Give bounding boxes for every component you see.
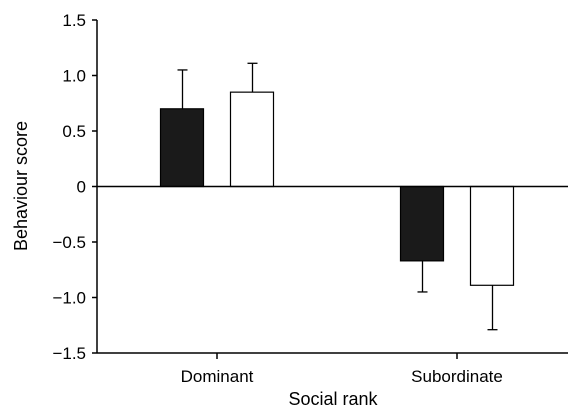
y-tick-label: −0.5 xyxy=(52,233,86,252)
bar xyxy=(399,185,445,262)
x-axis-ticks: Dominant Subordinate xyxy=(181,353,503,386)
bar xyxy=(229,91,275,188)
y-tick-label: 0 xyxy=(77,178,86,197)
y-tick-label: −1.5 xyxy=(52,344,86,363)
bar xyxy=(469,185,515,286)
y-tick-label: −1.0 xyxy=(52,289,86,308)
y-tick-label: 1.5 xyxy=(62,11,86,30)
y-tick-label: 0.5 xyxy=(62,122,86,141)
x-axis-label: Social rank xyxy=(288,389,378,409)
x-tick-label: Subordinate xyxy=(411,367,503,386)
y-axis-ticks: 1.5 1.0 0.5 0 −0.5 −1.0 −1.5 xyxy=(52,11,97,363)
bar xyxy=(159,108,205,188)
x-tick-label: Dominant xyxy=(181,367,254,386)
plot-area xyxy=(96,20,568,354)
y-axis-label: Behaviour score xyxy=(11,121,31,251)
y-tick-label: 1.0 xyxy=(62,67,86,86)
